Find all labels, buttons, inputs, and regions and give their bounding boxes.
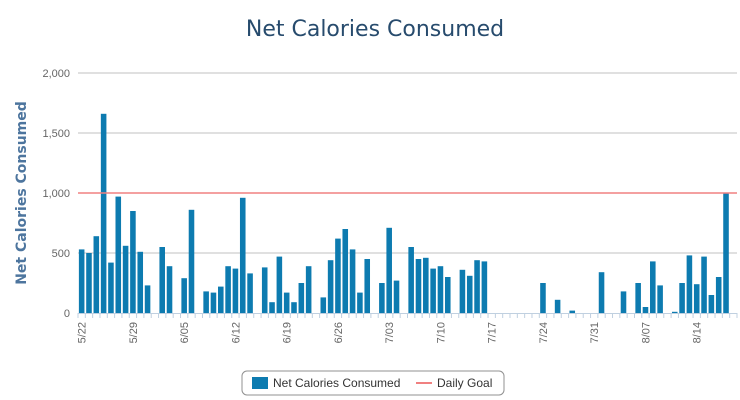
bar[interactable]: [423, 257, 429, 313]
bar[interactable]: [671, 311, 678, 313]
x-axis: 5/22 5/29 6/05 6/12 6/19 6/26 7/03 7/10 7/17 7/24…: [77, 313, 738, 343]
x-tick-label: 8/14: [692, 322, 704, 343]
bar[interactable]: [291, 302, 297, 313]
x-tick-label: 7/17: [487, 322, 499, 343]
y-tick-label: 0: [64, 308, 70, 320]
bar[interactable]: [393, 280, 400, 313]
bar[interactable]: [203, 291, 209, 313]
bar[interactable]: [379, 283, 385, 313]
bar[interactable]: [166, 266, 173, 313]
bar[interactable]: [100, 113, 107, 313]
bar[interactable]: [650, 261, 656, 313]
bar[interactable]: [686, 255, 693, 313]
x-tick-label: 5/22: [77, 322, 89, 343]
bar[interactable]: [122, 245, 129, 313]
bar[interactable]: [115, 196, 122, 313]
bar[interactable]: [225, 266, 231, 313]
legend[interactable]: Net Calories Consumed Daily Goal: [241, 370, 505, 396]
y-axis-ticks: 0 500 1,000 1,500 2,000: [42, 68, 70, 320]
bar[interactable]: [349, 249, 356, 313]
bar[interactable]: [232, 268, 239, 313]
bar[interactable]: [620, 291, 627, 313]
bar[interactable]: [679, 283, 685, 313]
bar[interactable]: [444, 277, 451, 313]
x-tick-label: 7/31: [589, 322, 601, 343]
y-tick-label: 1,500: [42, 128, 70, 140]
bar[interactable]: [342, 229, 349, 313]
bar[interactable]: [305, 266, 312, 313]
bar[interactable]: [108, 262, 114, 313]
bar[interactable]: [188, 209, 195, 313]
x-tick-label: 5/29: [128, 322, 140, 343]
y-tick-label: 2,000: [42, 68, 70, 80]
bar[interactable]: [181, 278, 187, 313]
x-tick-label: 8/07: [640, 322, 652, 343]
bar[interactable]: [298, 283, 305, 313]
bar[interactable]: [137, 251, 144, 313]
x-tick-label: 6/19: [282, 322, 294, 343]
bar[interactable]: [335, 238, 341, 313]
bar[interactable]: [210, 292, 217, 313]
bar[interactable]: [708, 295, 715, 313]
bar[interactable]: [357, 292, 363, 313]
bar[interactable]: [459, 269, 466, 313]
x-tick-label: 6/05: [179, 322, 191, 343]
bar[interactable]: [86, 253, 92, 313]
bar[interactable]: [598, 272, 605, 313]
bar[interactable]: [218, 286, 224, 313]
y-tick-label: 1,000: [42, 188, 70, 200]
bars: [78, 113, 729, 313]
bar[interactable]: [247, 273, 253, 313]
bar[interactable]: [437, 266, 444, 313]
legend-swatch-net-calories: [252, 377, 268, 389]
chart-title: Net Calories Consumed: [246, 17, 504, 42]
gridlines: [78, 72, 737, 254]
bar[interactable]: [642, 307, 649, 313]
bar[interactable]: [408, 247, 414, 313]
legend-box: [241, 370, 505, 396]
y-tick-label: 500: [52, 248, 70, 260]
legend-label-net-calories[interactable]: Net Calories Consumed: [273, 376, 400, 390]
bar[interactable]: [481, 261, 488, 313]
bar[interactable]: [364, 259, 371, 313]
bar[interactable]: [159, 247, 165, 313]
bar[interactable]: [657, 285, 663, 313]
bar[interactable]: [276, 256, 283, 313]
bar[interactable]: [130, 211, 136, 313]
bar[interactable]: [93, 236, 100, 313]
bar[interactable]: [693, 284, 700, 313]
bar[interactable]: [386, 227, 392, 313]
bar[interactable]: [554, 299, 561, 313]
bar[interactable]: [78, 249, 85, 313]
bar[interactable]: [466, 275, 473, 313]
bar[interactable]: [701, 256, 707, 313]
bar[interactable]: [327, 260, 334, 313]
x-tick-label: 7/10: [435, 322, 447, 343]
bar[interactable]: [569, 310, 576, 313]
bar[interactable]: [723, 193, 729, 313]
bar[interactable]: [415, 259, 422, 313]
bar[interactable]: [239, 197, 246, 313]
x-tick-label: 6/12: [230, 322, 242, 343]
bar[interactable]: [320, 297, 327, 313]
legend-label-daily-goal[interactable]: Daily Goal: [437, 376, 492, 390]
bar[interactable]: [715, 277, 722, 313]
x-tick-label: 6/26: [333, 322, 345, 343]
bar[interactable]: [474, 260, 480, 313]
bar[interactable]: [261, 267, 268, 313]
x-tick-label: 7/24: [538, 322, 550, 343]
bar[interactable]: [283, 292, 290, 313]
bar[interactable]: [144, 285, 151, 313]
bar[interactable]: [430, 268, 436, 313]
bar[interactable]: [269, 302, 275, 313]
x-tick-label: 7/03: [384, 322, 396, 343]
bar[interactable]: [635, 283, 641, 313]
y-axis-label: Net Calories Consumed: [14, 101, 30, 285]
bar[interactable]: [540, 283, 546, 313]
